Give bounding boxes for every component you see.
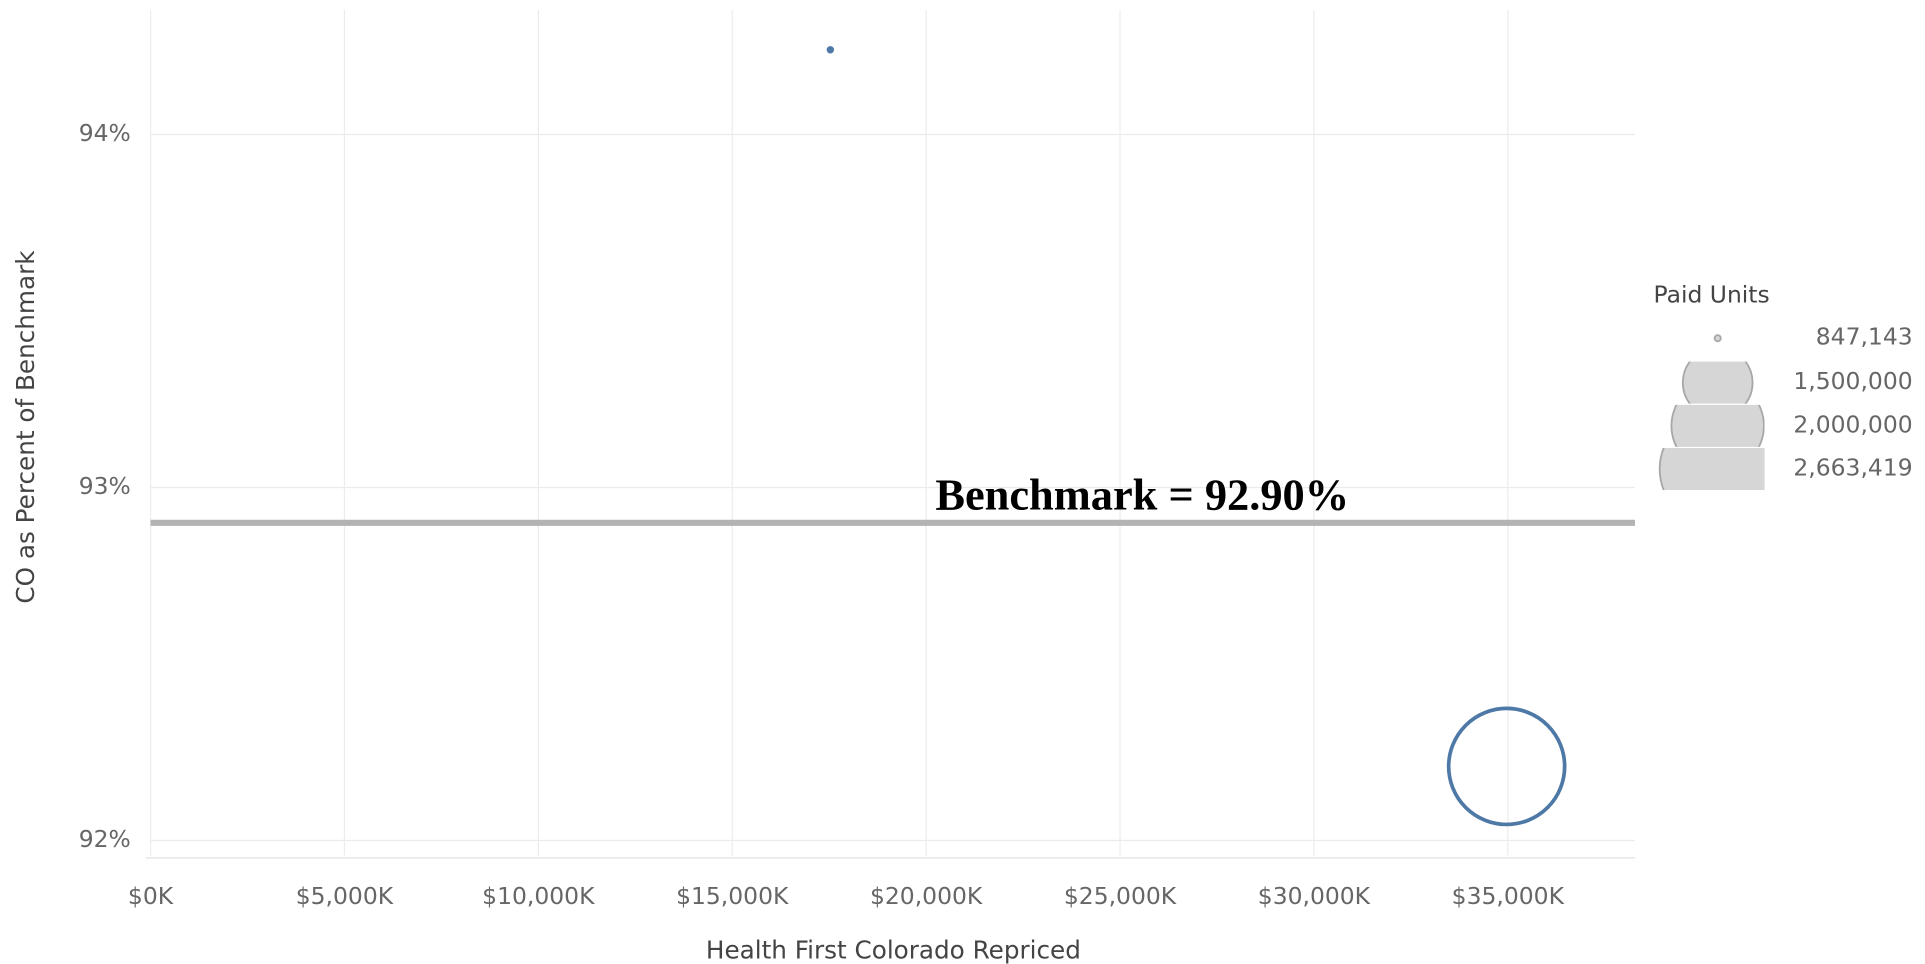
legend-size-shape — [1658, 448, 1765, 491]
y-tick-label: 93% — [79, 472, 131, 500]
reference-label: Benchmark = 92.90% — [935, 470, 1349, 520]
legend-label: 847,143 — [1816, 323, 1913, 351]
x-tick-label: $35,000K — [1452, 882, 1565, 910]
x-tick-label: $10,000K — [482, 882, 595, 910]
legend-label: 1,500,000 — [1793, 367, 1912, 395]
x-tick-label: $30,000K — [1258, 882, 1371, 910]
legend-label: 2,663,419 — [1793, 454, 1912, 482]
legend-size-shape — [1713, 334, 1722, 343]
x-tick-label: $15,000K — [676, 882, 789, 910]
y-tick-label: 92% — [79, 825, 131, 853]
legend-label: 2,000,000 — [1793, 410, 1912, 438]
y-tick-label: 94% — [79, 119, 131, 147]
legend-size-shape — [1670, 404, 1765, 447]
legend-size-shape — [1681, 361, 1754, 404]
x-tick-label: $5,000K — [296, 882, 394, 910]
bubble — [826, 46, 835, 54]
x-tick-label: $20,000K — [870, 882, 983, 910]
x-tick-label: $0K — [128, 882, 174, 910]
x-tick-label: $25,000K — [1064, 882, 1177, 910]
bubble — [1446, 706, 1567, 827]
x-axis-title: Health First Colorado Repriced — [706, 936, 1081, 964]
y-axis-title: CO as Percent of Benchmark — [11, 250, 40, 604]
legend-title: Paid Units — [1654, 281, 1770, 309]
